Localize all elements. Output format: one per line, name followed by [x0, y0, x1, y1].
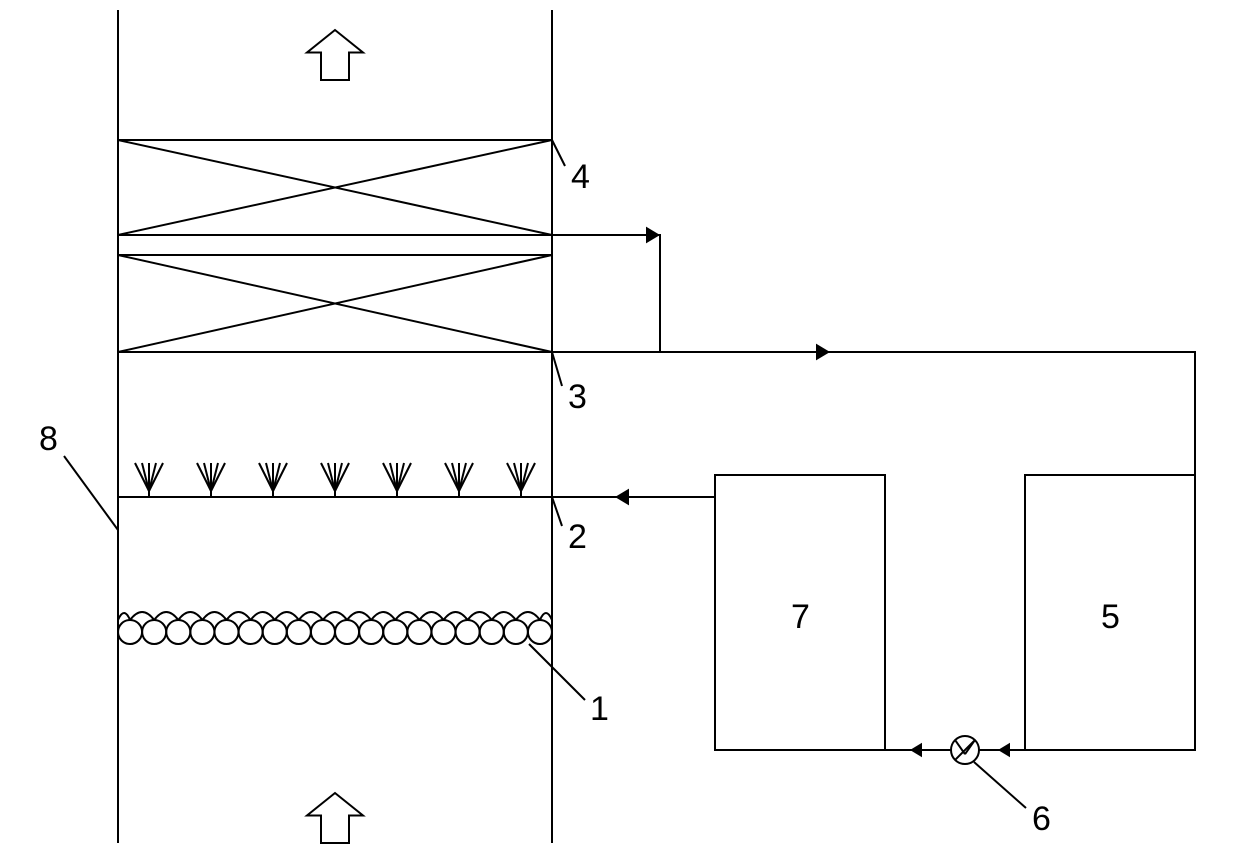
coil-tube [480, 620, 504, 644]
pipe-elim-top-out [552, 235, 660, 352]
coil-tube [287, 620, 311, 644]
coil-tube [239, 620, 263, 644]
coil-tube [118, 620, 142, 644]
coil-tube [432, 620, 456, 644]
coil-tube [166, 620, 190, 644]
flow-arrow-icon [307, 793, 363, 843]
leader-l8 [64, 456, 118, 530]
coil-tube [456, 620, 480, 644]
label-7: 7 [791, 598, 810, 636]
leader-l4 [552, 140, 565, 166]
label-3: 3 [568, 378, 587, 416]
coil-tube [142, 620, 166, 644]
coil-tube [407, 620, 431, 644]
coil-tube [528, 620, 552, 644]
flow-arrow-icon [307, 30, 363, 80]
coil-tube [190, 620, 214, 644]
leader-l3 [552, 352, 562, 386]
coil-tube [335, 620, 359, 644]
coil-tube [311, 620, 335, 644]
coil-tube [383, 620, 407, 644]
coil-tube [215, 620, 239, 644]
leader-l2 [552, 497, 562, 526]
label-4: 4 [571, 158, 590, 196]
label-2: 2 [568, 518, 587, 556]
label-8: 8 [39, 420, 58, 458]
label-1: 1 [590, 690, 609, 728]
label-6: 6 [1032, 800, 1051, 838]
coil-tube [504, 620, 528, 644]
leader-l1 [529, 644, 585, 700]
coil-tube [359, 620, 383, 644]
leader-l6 [974, 762, 1026, 808]
pipe-to-box5 [552, 352, 1195, 475]
coil-tube [263, 620, 287, 644]
label-5: 5 [1101, 598, 1120, 636]
